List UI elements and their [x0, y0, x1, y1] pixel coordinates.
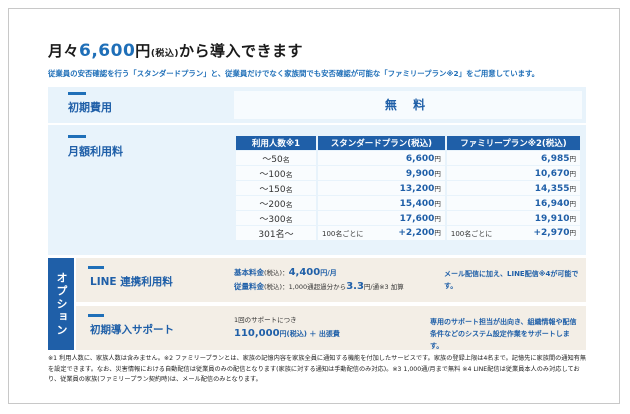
line-option-section: LINE 連携利用料 基本料金(税込)：4,400円/月 従量料金(税込)：1,… [76, 258, 586, 302]
page-title: 月々6,600円(税込)から導入できます [48, 40, 303, 61]
section-accent-bar [88, 266, 104, 269]
standard-price-cell: 13,200円 [318, 181, 445, 195]
users-cell: ～150名 [236, 181, 316, 195]
standard-price-cell: 9,900円 [318, 166, 445, 180]
table-row: ～150名 13,200円 14,355円 [236, 181, 580, 195]
options-side-label: オプション [48, 258, 74, 350]
line-option-note: メール配信に加え、LINE配信※4が可能です。 [444, 270, 579, 290]
title-price: 6,600 [79, 41, 136, 61]
line-option-label: LINE 連携利用料 [90, 276, 173, 288]
section-accent-bar [68, 135, 86, 138]
title-yen: 円 [135, 42, 151, 60]
section-accent-bar [68, 92, 86, 95]
table-row: ～50名 6,600円 6,985円 [236, 151, 580, 165]
table-header-row: 利用人数※1 スタンダードプラン(税込) ファミリープラン※2(税込) [236, 136, 580, 150]
users-cell: ～300名 [236, 211, 316, 225]
standard-price-cell: 17,600円 [318, 211, 445, 225]
line-option-pricing: 基本料金(税込)：4,400円/月 従量料金(税込)：1,000通超過分から3.… [234, 267, 404, 292]
standard-price-cell: 6,600円 [318, 151, 445, 165]
support-option-pricing: 1回のサポートにつき 110,000円(税込) ＋ 出張費 [234, 316, 340, 339]
initial-fee-label: 初期費用 [68, 101, 112, 114]
standard-price-cell: 15,400円 [318, 196, 445, 210]
plan-description: 従業員の安否確認を行う「スタンダードプラン」と、従業員だけでなく家族間でも安否確… [48, 69, 540, 78]
title-suffix: から導入できます [179, 42, 304, 60]
monthly-fee-label: 月額利用料 [68, 145, 123, 158]
users-cell: ～50名 [236, 151, 316, 165]
footnotes: ※1 利用人数に、家族人数は含みません。※2 ファミリープランとは、家族の記憶内… [48, 355, 587, 383]
table-row: ～300名 17,600円 19,910円 [236, 211, 580, 225]
users-cell: ～100名 [236, 166, 316, 180]
table-row: ～100名 9,900円 10,670円 [236, 166, 580, 180]
title-tax: (税込) [150, 49, 180, 59]
monthly-fee-section: 月額利用料 利用人数※1 スタンダードプラン(税込) ファミリープラン※2(税込… [48, 125, 586, 255]
family-price-cell: 19,910円 [446, 211, 580, 225]
users-cell: 301名～ [236, 226, 316, 240]
title-prefix: 月々 [48, 42, 80, 60]
support-option-label: 初期導入サポート [90, 324, 174, 336]
standard-price-cell: 100名ごとに +2,200円 [318, 226, 445, 240]
family-price-cell: 100名ごとに +2,970円 [446, 226, 580, 240]
table-row: ～200名 15,400円 16,940円 [236, 196, 580, 210]
header-family: ファミリープラン※2(税込) [446, 136, 580, 150]
support-option-note: 専用のサポート担当が出向き、組織情報や配信条件などのシステム設定作業をサポートし… [430, 318, 577, 350]
support-option-section: 初期導入サポート 1回のサポートにつき 110,000円(税込) ＋ 出張費 専… [76, 306, 586, 350]
family-price-cell: 16,940円 [446, 196, 580, 210]
family-price-cell: 10,670円 [446, 166, 580, 180]
monthly-fee-table: 利用人数※1 スタンダードプラン(税込) ファミリープラン※2(税込) ～50名… [234, 135, 582, 241]
table-row: 301名～ 100名ごとに +2,200円 100名ごとに +2,970円 [236, 226, 580, 240]
section-accent-bar [88, 314, 104, 317]
family-price-cell: 6,985円 [446, 151, 580, 165]
family-price-cell: 14,355円 [446, 181, 580, 195]
initial-fee-section: 初期費用 無 料 [48, 87, 586, 123]
header-standard: スタンダードプラン(税込) [318, 136, 445, 150]
initial-fee-value: 無 料 [234, 91, 582, 119]
header-users: 利用人数※1 [236, 136, 316, 150]
users-cell: ～200名 [236, 196, 316, 210]
